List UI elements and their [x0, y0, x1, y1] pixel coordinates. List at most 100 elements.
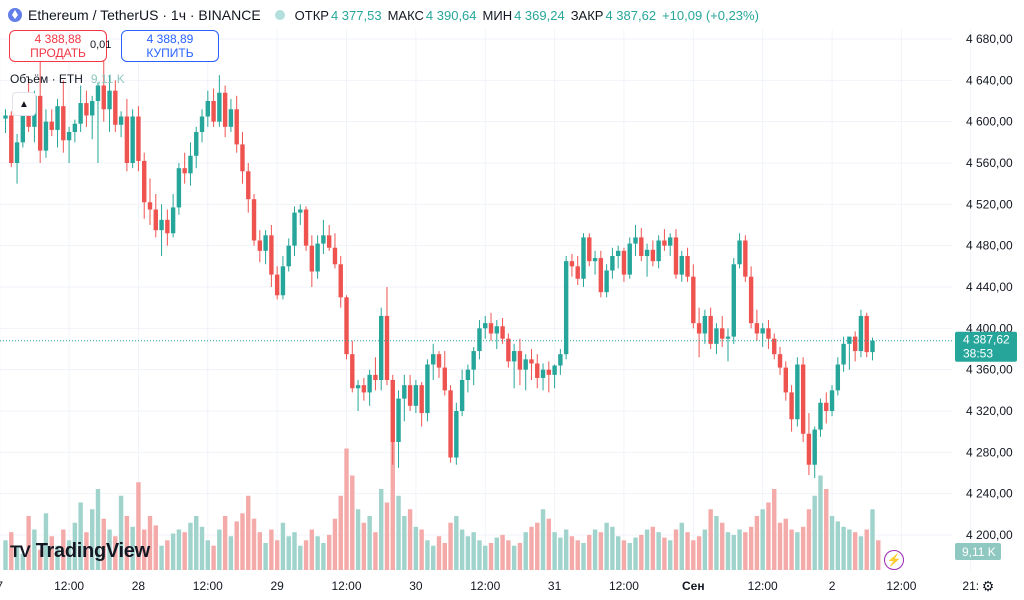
volume-bar	[384, 502, 390, 570]
candle-countdown: 38:53	[963, 347, 993, 361]
volume-bar	[303, 540, 309, 570]
candle-body	[702, 315, 708, 334]
volume-bar	[124, 516, 130, 570]
candle-body	[546, 369, 552, 375]
sell-price: 4 388,88	[34, 32, 82, 46]
candle-body	[806, 433, 812, 465]
volume-bar	[101, 518, 106, 570]
volume-bar	[257, 532, 263, 570]
candle-body	[338, 264, 343, 298]
candle-body	[448, 390, 453, 458]
tradingview-mark-icon: TV	[10, 541, 31, 561]
market-status-icon[interactable]	[274, 10, 285, 20]
volume-bar	[841, 526, 846, 570]
volume-bar	[806, 509, 812, 570]
volume-bar	[66, 540, 72, 570]
volume-bar	[49, 536, 54, 570]
candle-body	[662, 240, 667, 246]
volume-bar	[604, 522, 609, 570]
sell-button[interactable]: 4 388,88 ПРОДАТЬ	[9, 30, 107, 62]
lightning-icon[interactable]: ⚡	[884, 550, 904, 570]
candle-body	[246, 171, 251, 200]
volume-bar	[454, 516, 459, 570]
volume-bar	[563, 529, 569, 570]
volume-bar	[9, 532, 14, 570]
volume-bar	[777, 522, 783, 570]
volume-bar	[754, 516, 760, 570]
candle-body	[615, 250, 621, 256]
volume-bar	[795, 532, 800, 570]
candle-body	[194, 132, 199, 156]
candle-body	[72, 123, 78, 132]
candle-body	[633, 237, 638, 244]
candle-body	[552, 365, 557, 375]
y-tick-label: 4 520,00	[966, 197, 1013, 211]
volume-bar	[107, 529, 112, 570]
volume-bar	[477, 540, 482, 570]
volume-bar	[176, 529, 182, 570]
candle-body	[107, 90, 112, 110]
candle-body	[298, 209, 303, 213]
candle-body	[274, 274, 280, 296]
collapse-legend-button[interactable]: ▲	[12, 92, 36, 116]
volume-bar	[685, 532, 690, 570]
volume-bar	[442, 543, 447, 570]
candle-body	[685, 256, 690, 277]
candle-body	[720, 328, 725, 339]
volume-badge	[955, 543, 1001, 560]
volume-bar	[529, 526, 534, 570]
candle-body	[569, 261, 575, 267]
volume-bar	[558, 537, 563, 570]
volume-bar	[760, 509, 765, 570]
candle-body	[511, 351, 517, 362]
candle-body	[731, 264, 736, 337]
volume-bar	[511, 545, 517, 570]
candle-body	[818, 402, 823, 430]
volume-bar	[402, 516, 407, 570]
candle-body	[355, 385, 361, 389]
candle-body	[234, 109, 239, 145]
candle-body	[263, 235, 268, 251]
volume-legend[interactable]: Объём · ETH 9,11 K	[10, 72, 125, 86]
candle-body	[506, 338, 511, 362]
sell-label: ПРОДАТЬ	[30, 46, 86, 60]
settings-gear-icon[interactable]: ⚙	[981, 578, 995, 594]
y-tick-label: 4 600,00	[966, 115, 1013, 129]
candle-body	[621, 250, 627, 275]
candle-body	[691, 276, 696, 324]
buy-button[interactable]: 4 388,89 КУПИТЬ	[121, 30, 219, 62]
volume-bar	[199, 526, 205, 570]
volume-bar	[344, 448, 349, 570]
candle-body	[425, 364, 430, 414]
volume-bar	[783, 518, 788, 570]
volume-bar	[43, 513, 49, 570]
candle-body	[748, 276, 754, 324]
volume-bar	[743, 532, 748, 570]
volume-bar	[165, 540, 170, 570]
volume-bar	[211, 545, 216, 570]
candle-body	[864, 315, 869, 353]
volume-bar	[251, 518, 257, 570]
candle-body	[101, 85, 106, 110]
candle-body	[783, 367, 788, 393]
candle-body	[269, 235, 274, 275]
volume-bar	[592, 529, 598, 570]
tradingview-logo[interactable]: TV TradingView	[10, 540, 150, 563]
x-tick-label: Сен	[682, 579, 705, 593]
volume-bar	[766, 502, 771, 570]
volume-bar	[367, 516, 372, 570]
candle-body	[477, 328, 482, 352]
candle-body	[344, 297, 349, 355]
candle-body	[494, 326, 499, 334]
volume-bar	[188, 522, 193, 570]
candle-body	[199, 116, 205, 132]
symbol-title[interactable]: Ethereum / TetherUS · 1ч · BINANCE	[28, 7, 261, 23]
volume-bar	[292, 532, 297, 570]
candle-body	[176, 168, 182, 208]
candle-body	[598, 258, 604, 293]
volume-bar	[852, 532, 858, 570]
volume-bar	[575, 540, 580, 570]
volume-bar	[338, 495, 343, 570]
candle-body	[280, 266, 286, 296]
